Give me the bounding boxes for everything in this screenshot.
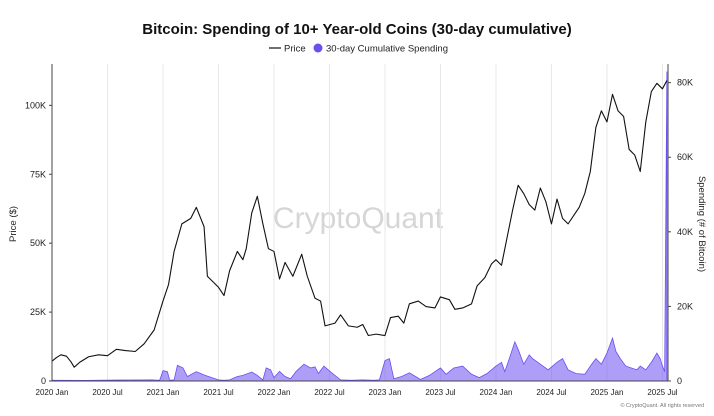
watermark: CryptoQuant <box>273 202 444 235</box>
left-tick-label: 25K <box>30 307 46 317</box>
left-tick-label: 75K <box>30 169 46 179</box>
x-tick-label: 2025 Jan <box>590 388 623 397</box>
x-tick-label: 2022 Jul <box>314 388 344 397</box>
x-tick-label: 2020 Jul <box>92 388 122 397</box>
right-tick-label: 0 <box>677 376 682 386</box>
x-tick-label: 2023 Jul <box>425 388 455 397</box>
left-tick-label: 50K <box>30 238 46 248</box>
x-tick-label: 2022 Jan <box>258 388 291 397</box>
x-tick-label: 2024 Jan <box>480 388 513 397</box>
x-tick-label: 2023 Jan <box>369 388 402 397</box>
grid-layer <box>51 64 663 381</box>
right-tick-label: 40K <box>677 227 693 237</box>
x-tick-label: 2021 Jan <box>147 388 180 397</box>
chart-title: Bitcoin: Spending of 10+ Year-old Coins … <box>142 21 571 38</box>
x-tick-label: 2021 Jul <box>203 388 233 397</box>
left-tick-label: 0 <box>41 376 46 386</box>
x-tick-label: 2024 Jul <box>536 388 566 397</box>
right-axis-label: Spending (# of Bitcoin) <box>696 176 707 272</box>
right-tick-label: 20K <box>677 301 693 311</box>
spending-area-layer <box>51 71 668 382</box>
x-tick-label: 2020 Jan <box>36 388 69 397</box>
legend-spending-swatch <box>313 43 323 53</box>
right-tick-label: 80K <box>677 78 693 88</box>
spending-area <box>51 71 668 382</box>
legend: Price 30-day Cumulative Spending <box>269 43 448 55</box>
right-tick-label: 60K <box>677 152 693 162</box>
legend-price-label[interactable]: Price <box>284 44 306 55</box>
left-y-ticks: 0 25K 50K 75K 100K <box>25 100 52 386</box>
right-y-ticks: 0 20K 40K 60K 80K <box>668 78 693 386</box>
legend-spending-label[interactable]: 30-day Cumulative Spending <box>326 44 448 55</box>
x-ticks: 2020 Jan 2020 Jul 2021 Jan 2021 Jul 2022 Jan… <box>36 388 678 397</box>
axes-layer <box>51 64 669 382</box>
left-tick-label: 100K <box>25 100 46 110</box>
price-line <box>51 80 668 368</box>
x-tick-label: 2025 Jul <box>647 388 677 397</box>
left-axis-label: Price ($) <box>8 206 19 242</box>
price-line-layer <box>51 80 668 368</box>
copyright-footer: © CryptoQuant. All rights reserved <box>620 402 704 409</box>
